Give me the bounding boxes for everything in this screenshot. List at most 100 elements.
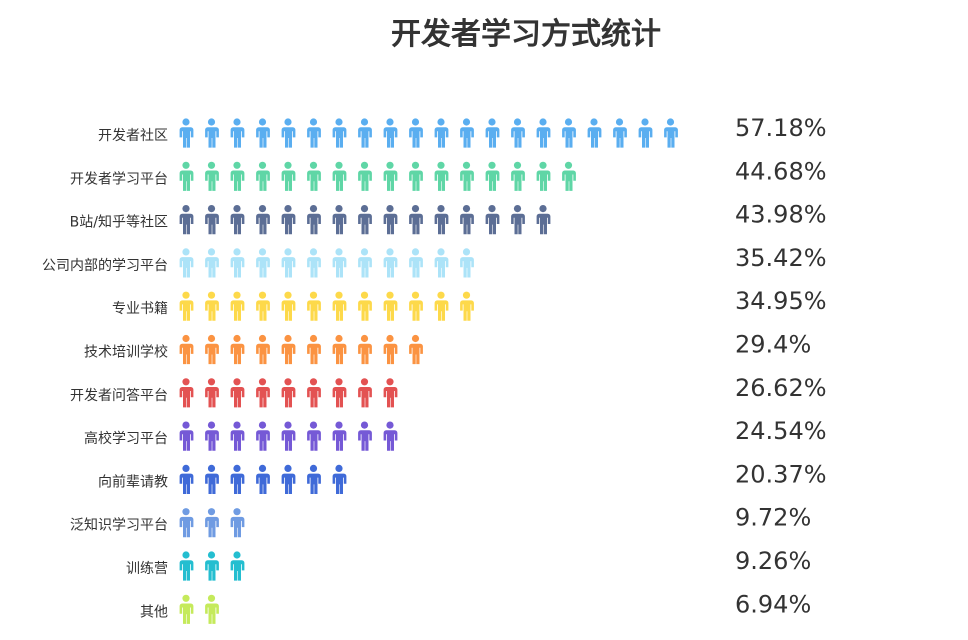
person-icon — [179, 118, 194, 148]
person-icon — [307, 205, 321, 235]
person-icon — [485, 161, 500, 191]
person-icon — [230, 421, 245, 451]
person-icon — [179, 551, 194, 581]
person-icon — [332, 248, 347, 278]
person-icon — [281, 464, 296, 494]
person-icon — [230, 551, 245, 581]
category-label: 高校学习平台 — [84, 430, 168, 447]
chart-row: B站/知乎等社区 43.98% — [70, 201, 827, 235]
value-label: 34.95% — [735, 287, 827, 315]
person-icon — [281, 205, 296, 235]
person-icon — [281, 161, 296, 191]
person-icon — [230, 118, 245, 148]
person-icon — [179, 161, 194, 191]
person-icon — [358, 161, 372, 191]
chart-title: 开发者学习方式统计 — [391, 17, 661, 52]
value-label: 9.72% — [735, 504, 811, 532]
chart-row: 开发者社区 57.18% — [98, 114, 827, 148]
person-icon — [205, 508, 219, 538]
category-label: 训练营 — [126, 561, 168, 577]
person-icon — [536, 161, 551, 191]
value-label: 26.62% — [735, 374, 827, 402]
person-icon — [179, 205, 194, 235]
person-icon — [179, 334, 194, 365]
person-icon — [230, 508, 245, 538]
person-icon — [383, 205, 398, 235]
person-icon — [332, 464, 347, 494]
person-icon — [383, 161, 398, 191]
person-icon — [205, 594, 219, 624]
person-icon — [307, 334, 321, 365]
person-icon — [256, 205, 270, 235]
person-icon — [230, 378, 245, 408]
chart-row: 专业书籍 34.95% — [112, 287, 827, 321]
category-label: 开发者问答平台 — [70, 387, 168, 404]
person-icon — [383, 248, 398, 278]
person-icon — [409, 205, 423, 235]
person-icon — [205, 248, 219, 278]
person-icon — [358, 291, 372, 321]
person-icon — [383, 421, 398, 451]
person-icon — [434, 205, 449, 235]
person-icon — [511, 205, 525, 235]
person-icon — [230, 161, 245, 191]
value-label: 24.54% — [735, 417, 827, 445]
chart-row: 技术培训学校 29.4% — [84, 331, 811, 365]
person-icon — [434, 118, 449, 148]
value-label: 35.42% — [735, 244, 827, 272]
person-icon — [536, 118, 551, 148]
person-icon — [307, 248, 321, 278]
person-icon — [409, 118, 423, 148]
chart-row: 其他 6.94% — [140, 590, 811, 624]
person-icon — [281, 118, 296, 148]
person-icon — [332, 205, 347, 235]
person-icon — [460, 205, 474, 235]
person-icon — [460, 248, 474, 278]
person-icon — [332, 378, 347, 408]
person-icon — [409, 248, 423, 278]
person-icon — [205, 378, 219, 408]
category-label: 开发者学习平台 — [70, 171, 168, 187]
person-icon — [485, 205, 500, 235]
person-icon — [460, 291, 474, 321]
person-icon — [205, 161, 219, 191]
person-icon — [664, 118, 678, 148]
person-icon — [358, 334, 372, 365]
value-label: 43.98% — [735, 201, 827, 229]
person-icon — [256, 464, 270, 494]
person-icon — [358, 378, 372, 408]
person-icon — [179, 248, 194, 278]
category-label: 专业书籍 — [112, 300, 168, 317]
person-icon — [358, 248, 372, 278]
value-label: 20.37% — [735, 460, 827, 488]
person-icon — [409, 161, 423, 191]
person-icon — [358, 205, 372, 235]
chart-row: 向前辈请教 20.37% — [98, 460, 827, 494]
person-icon — [307, 421, 321, 451]
person-icon — [205, 334, 219, 365]
person-icon — [256, 421, 270, 451]
person-icon — [485, 118, 500, 148]
person-icon — [332, 118, 347, 148]
person-icon — [256, 248, 270, 278]
person-icon — [332, 161, 347, 191]
person-icon — [256, 291, 270, 321]
person-icon — [332, 291, 347, 321]
person-icon — [434, 291, 449, 321]
person-icon — [409, 334, 423, 365]
person-icon — [230, 464, 245, 494]
chart-row: 高校学习平台 24.54% — [84, 417, 827, 451]
person-icon — [434, 161, 449, 191]
value-label: 57.18% — [735, 114, 827, 142]
person-icon — [562, 118, 576, 148]
person-icon — [179, 291, 194, 321]
person-icon — [205, 291, 219, 321]
person-icon — [179, 464, 194, 494]
value-label: 6.94% — [735, 590, 811, 618]
person-icon — [332, 421, 347, 451]
chart-row: 开发者问答平台 26.62% — [70, 374, 827, 408]
person-icon — [511, 118, 525, 148]
person-icon — [307, 118, 321, 148]
person-icon — [230, 248, 245, 278]
